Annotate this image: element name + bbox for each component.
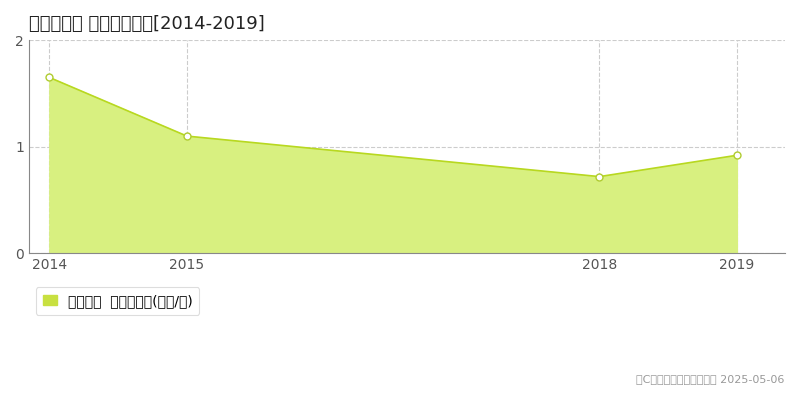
Text: 名張市矢川 土地価格推移[2014-2019]: 名張市矢川 土地価格推移[2014-2019] [29, 15, 265, 33]
Text: （C）土地価格ドットコム 2025-05-06: （C）土地価格ドットコム 2025-05-06 [636, 374, 784, 384]
Point [593, 174, 606, 180]
Legend: 土地価格  平均坪単価(万円/坪): 土地価格 平均坪単価(万円/坪) [36, 287, 199, 315]
Point [181, 133, 194, 139]
Point [730, 152, 743, 158]
Point [43, 74, 56, 81]
